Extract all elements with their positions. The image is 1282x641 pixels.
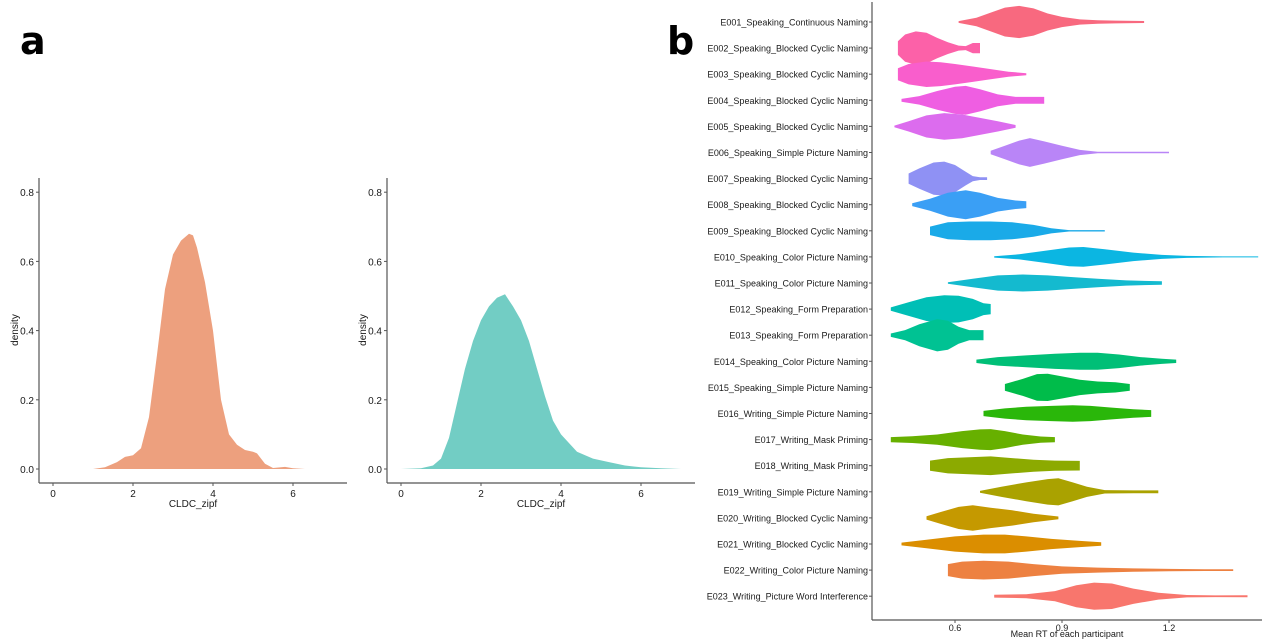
density-left-y-tick-label: 0.2 [20, 396, 34, 407]
violin-e012 [890, 295, 991, 323]
density-left-y-tick-label: 0.4 [20, 327, 34, 338]
violin-category-label: E011_Speaking_Color Picture Naming [715, 279, 868, 289]
violin-category-label: E015_Speaking_Simple Picture Naming [708, 383, 868, 393]
density-right-y-tick-label: 0.4 [368, 327, 382, 338]
violin-x-tick-label: 0.9 [1056, 623, 1069, 633]
violin-e007 [908, 161, 988, 196]
violin-e018 [930, 456, 1080, 476]
violin-e021 [901, 534, 1102, 554]
density-left-y-tick-label: 0.0 [20, 465, 34, 476]
violin-category-label: E001_Speaking_Continuous Naming [720, 18, 868, 28]
density-left-y-tick-label: 0.6 [20, 257, 34, 268]
density-right-y-tick-label: 0.2 [368, 396, 382, 407]
density-left-x-tick-label: 0 [50, 489, 56, 500]
violin-e009 [930, 221, 1105, 241]
violin-category-label: E009_Speaking_Blocked Cyclic Naming [707, 226, 868, 236]
violin-e014 [976, 352, 1177, 370]
violin-e011 [947, 274, 1162, 292]
violin-e015 [1004, 373, 1130, 401]
violin-e003 [897, 61, 1027, 87]
density-left-density-area [53, 233, 333, 469]
violin-e019 [980, 478, 1159, 506]
density-right-y-axis-title: density [358, 314, 369, 346]
density-left-x-tick-label: 6 [290, 489, 296, 500]
violin-category-label: E019_Writing_Simple Picture Naming [718, 487, 868, 497]
violin-e013 [890, 319, 984, 352]
violin-e005 [894, 113, 1016, 140]
density-right-x-tick-label: 2 [478, 489, 484, 500]
density-left-x-tick-label: 2 [130, 489, 136, 500]
violin-category-label: E018_Writing_Mask Priming [755, 461, 868, 471]
violin-category-label: E004_Speaking_Blocked Cyclic Naming [707, 96, 868, 106]
violin-e004 [901, 85, 1045, 115]
violin-e008 [912, 190, 1027, 220]
violin-x-tick-label: 1.2 [1163, 623, 1176, 633]
violin-category-label: E017_Writing_Mask Priming [755, 435, 868, 445]
violin-category-label: E012_Speaking_Form Preparation [729, 305, 868, 315]
violin-category-label: E005_Speaking_Blocked Cyclic Naming [707, 122, 868, 132]
violin-e022 [947, 560, 1234, 580]
violin-e006 [990, 138, 1169, 167]
violin-category-label: E013_Speaking_Form Preparation [729, 331, 868, 341]
violin-e001 [958, 5, 1145, 39]
violin-category-label: E006_Speaking_Simple Picture Naming [708, 148, 868, 158]
violin-category-label: E002_Speaking_Blocked Cyclic Naming [707, 44, 868, 54]
density-right-x-tick-label: 0 [398, 489, 404, 500]
density-left-x-axis-title: CLDC_zipf [169, 499, 218, 510]
panel-label-a: a [20, 19, 46, 63]
violin-category-label: E020_Writing_Blocked Cyclic Naming [717, 513, 868, 523]
violin-e002 [897, 31, 980, 65]
density-right-x-tick-label: 4 [558, 489, 564, 500]
density-right-x-tick-label: 6 [638, 489, 644, 500]
density-left-y-axis-title: density [10, 314, 21, 346]
violin-e017 [890, 429, 1055, 451]
violin-category-label: E021_Writing_Blocked Cyclic Naming [717, 540, 868, 550]
violin-category-label: E016_Writing_Simple Picture Naming [718, 409, 868, 419]
violin-category-label: E003_Speaking_Blocked Cyclic Naming [707, 70, 868, 80]
density-right-x-axis-title: CLDC_zipf [517, 499, 566, 510]
density-right-y-tick-label: 0.6 [368, 257, 382, 268]
violin-category-label: E023_Writing_Picture Word Interference [707, 592, 868, 602]
density-right-density-area [401, 294, 681, 469]
density-left-x-tick-label: 4 [210, 489, 216, 500]
violin-category-label: E014_Speaking_Color Picture Naming [714, 357, 868, 367]
density-right-y-tick-label: 0.8 [368, 188, 382, 199]
panel-label-b: b [667, 19, 695, 63]
violin-e020 [926, 505, 1059, 531]
density-left-y-tick-label: 0.8 [20, 188, 34, 199]
violin-category-label: E007_Speaking_Blocked Cyclic Naming [707, 174, 868, 184]
violin-e010 [994, 247, 1259, 267]
violin-category-label: E010_Speaking_Color Picture Naming [714, 252, 868, 262]
violin-x-tick-label: 0.6 [949, 623, 962, 633]
violin-e016 [983, 405, 1152, 422]
violin-category-label: E022_Writing_Color Picture Naming [724, 566, 868, 576]
density-right-y-tick-label: 0.0 [368, 465, 382, 476]
violin-x-axis-title: Mean RT of each participant [1011, 629, 1124, 639]
violin-category-label: E008_Speaking_Blocked Cyclic Naming [707, 200, 868, 210]
violin-e023 [994, 582, 1248, 610]
